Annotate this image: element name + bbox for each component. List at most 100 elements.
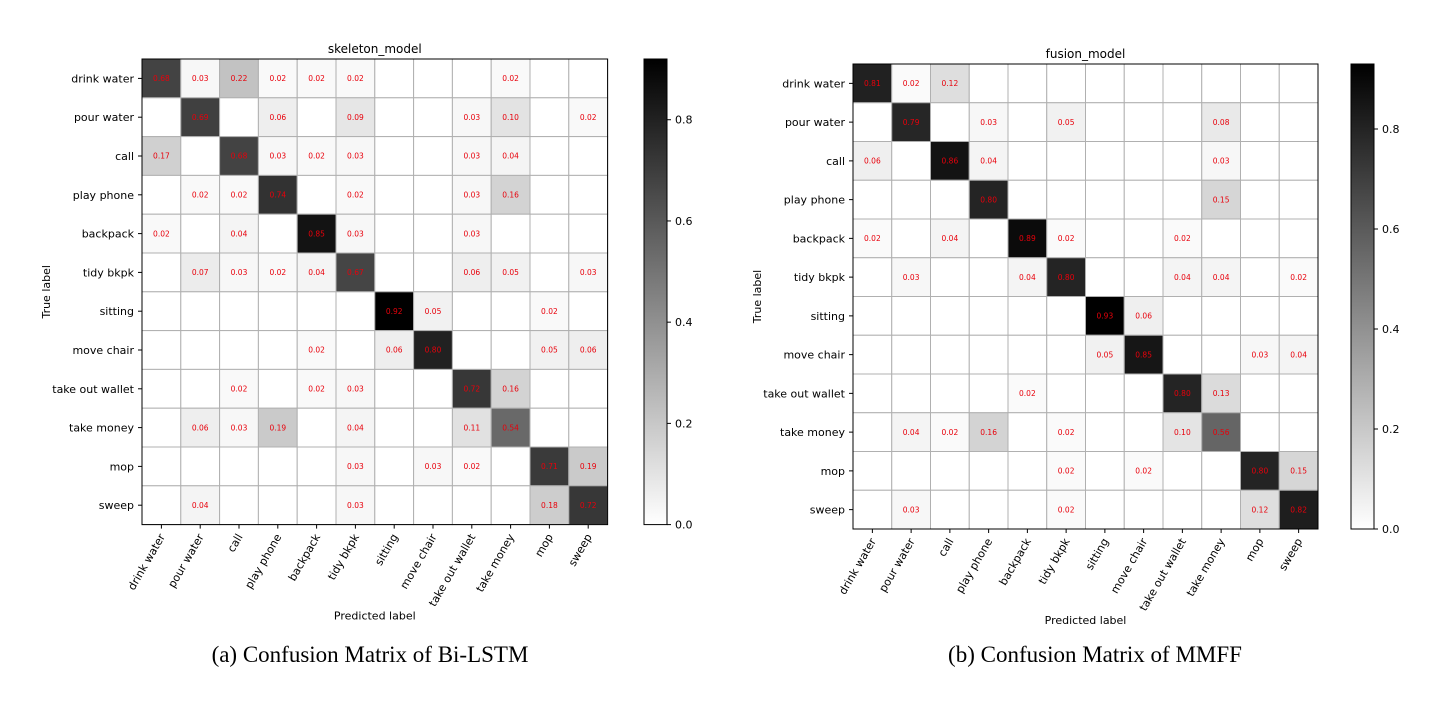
cell-value-label: 0.80 [1174, 389, 1191, 398]
heatmap-cell [1278, 179, 1319, 220]
heatmap-cell [1162, 489, 1203, 530]
x-tick-label: tidy bkpk [325, 531, 362, 582]
heatmap-cell [374, 58, 415, 99]
heatmap-cell [968, 334, 1009, 375]
heatmap-cell [1162, 257, 1203, 297]
cell-value-label: 0.80 [1058, 273, 1075, 282]
heatmap-cell [930, 218, 970, 259]
cell-value-label: 0.13 [1213, 389, 1230, 398]
cell-value-label: 0.03 [1252, 350, 1269, 359]
y-tick-label: sitting [100, 305, 134, 318]
cell-value-label: 0.81 [864, 79, 881, 88]
heatmap-cell [568, 485, 609, 526]
cell-value-label: 0.06 [580, 346, 597, 355]
cell-value-label: 0.69 [192, 113, 209, 122]
heatmap-cell [891, 451, 931, 491]
cell-value-label: 0.56 [1213, 428, 1230, 437]
heatmap-cell [451, 485, 492, 526]
cell-value-label: 0.15 [1290, 467, 1307, 476]
heatmap-cell [1123, 179, 1164, 220]
heatmap-cell [568, 368, 609, 409]
cell-value-label: 0.04 [942, 234, 959, 243]
heatmap-cell [141, 407, 182, 448]
cell-value-label: 0.02 [502, 74, 519, 83]
cell-value-label: 0.06 [864, 157, 881, 166]
heatmap-cell [490, 97, 531, 138]
heatmap-cell [219, 407, 259, 448]
cell-value-label: 0.85 [308, 229, 325, 238]
heatmap-cell [529, 291, 570, 332]
heatmap-cell [490, 213, 531, 254]
heatmap-cell [1162, 296, 1203, 336]
heatmap-cell [1201, 141, 1241, 181]
heatmap-cell [490, 291, 531, 332]
cell-value-label: 0.03 [903, 273, 920, 282]
x-tick-label: pour water [876, 536, 918, 595]
heatmap-cell [451, 446, 492, 487]
heatmap-cell [1085, 334, 1125, 375]
cell-value-label: 0.03 [347, 385, 364, 394]
x-tick-label: backpack [286, 531, 324, 583]
cell-value-label: 0.54 [502, 423, 519, 432]
heatmap-cell [1278, 489, 1319, 530]
heatmap-cell [413, 97, 453, 138]
heatmap-cell [1162, 63, 1203, 104]
cell-value-label: 0.04 [1290, 350, 1307, 359]
cell-value-label: 0.06 [269, 113, 286, 122]
heatmap-cell [1007, 412, 1048, 452]
heatmap-cell [180, 213, 221, 254]
colorbar-tick-label: 0.2 [1382, 423, 1400, 436]
heatmap-cell [1123, 373, 1164, 414]
heatmap-cell [1123, 141, 1164, 181]
heatmap-cell [1085, 489, 1125, 530]
heatmap-cell [968, 296, 1009, 336]
heatmap-cell [257, 136, 298, 176]
cell-value-label: 0.10 [1174, 428, 1191, 437]
heatmap-cell [1240, 334, 1280, 375]
figure-caption: (b) Confusion Matrix of MMFF [948, 642, 1242, 667]
cell-value-label: 0.89 [1019, 234, 1036, 243]
heatmap-cell [374, 446, 415, 487]
heatmap-cell [374, 213, 415, 254]
cell-value-label: 0.04 [980, 157, 997, 166]
colorbar [643, 58, 668, 526]
heatmap-cell [1085, 141, 1125, 181]
heatmap-cell [335, 252, 376, 293]
heatmap-cell [1085, 63, 1125, 104]
heatmap-cell [529, 97, 570, 138]
cell-value-label: 0.03 [580, 268, 597, 277]
heatmap-cell [451, 368, 492, 409]
heatmap-cell [296, 213, 337, 254]
cell-value-label: 0.02 [1174, 234, 1191, 243]
heatmap-cell [930, 412, 970, 452]
heatmap-cell [413, 407, 453, 448]
heatmap-cell [1201, 296, 1241, 336]
heatmap-cell [180, 407, 221, 448]
heatmap-cell [1046, 179, 1086, 220]
chart-skeleton-model: skeleton_model 0.68 0.03 0.22 0.02 0.02 0.02 0.… [40, 42, 693, 667]
heatmap-cell [852, 102, 893, 142]
cell-value-label: 0.06 [192, 423, 209, 432]
x-tick-label: sweep [566, 532, 595, 569]
heatmap-cell [180, 291, 221, 332]
heatmap-cell [413, 136, 453, 176]
cell-value-label: 0.09 [347, 113, 364, 122]
x-tick-label: take money [1184, 536, 1228, 599]
cell-value-label: 0.15 [1213, 195, 1230, 204]
cell-value-label: 0.03 [347, 462, 364, 471]
cell-value-label: 0.05 [502, 268, 519, 277]
heatmap-cell [257, 485, 298, 526]
plot-frame [852, 63, 1319, 530]
heatmap-cell [529, 368, 570, 409]
heatmap-cell [141, 368, 182, 409]
colorbar-tick-label: 0.8 [1382, 123, 1400, 136]
x-tick-label: sweep [1276, 536, 1305, 573]
heatmap-cell [1085, 296, 1125, 336]
cell-value-label: 0.02 [1058, 505, 1075, 514]
x-tick-label: backpack [997, 535, 1035, 587]
colorbar-tick-label: 0.2 [675, 417, 693, 430]
heatmap-cell [891, 412, 931, 452]
cell-value-label: 0.19 [269, 423, 286, 432]
cell-value-label: 0.02 [1019, 389, 1036, 398]
heatmap-cell [413, 368, 453, 409]
